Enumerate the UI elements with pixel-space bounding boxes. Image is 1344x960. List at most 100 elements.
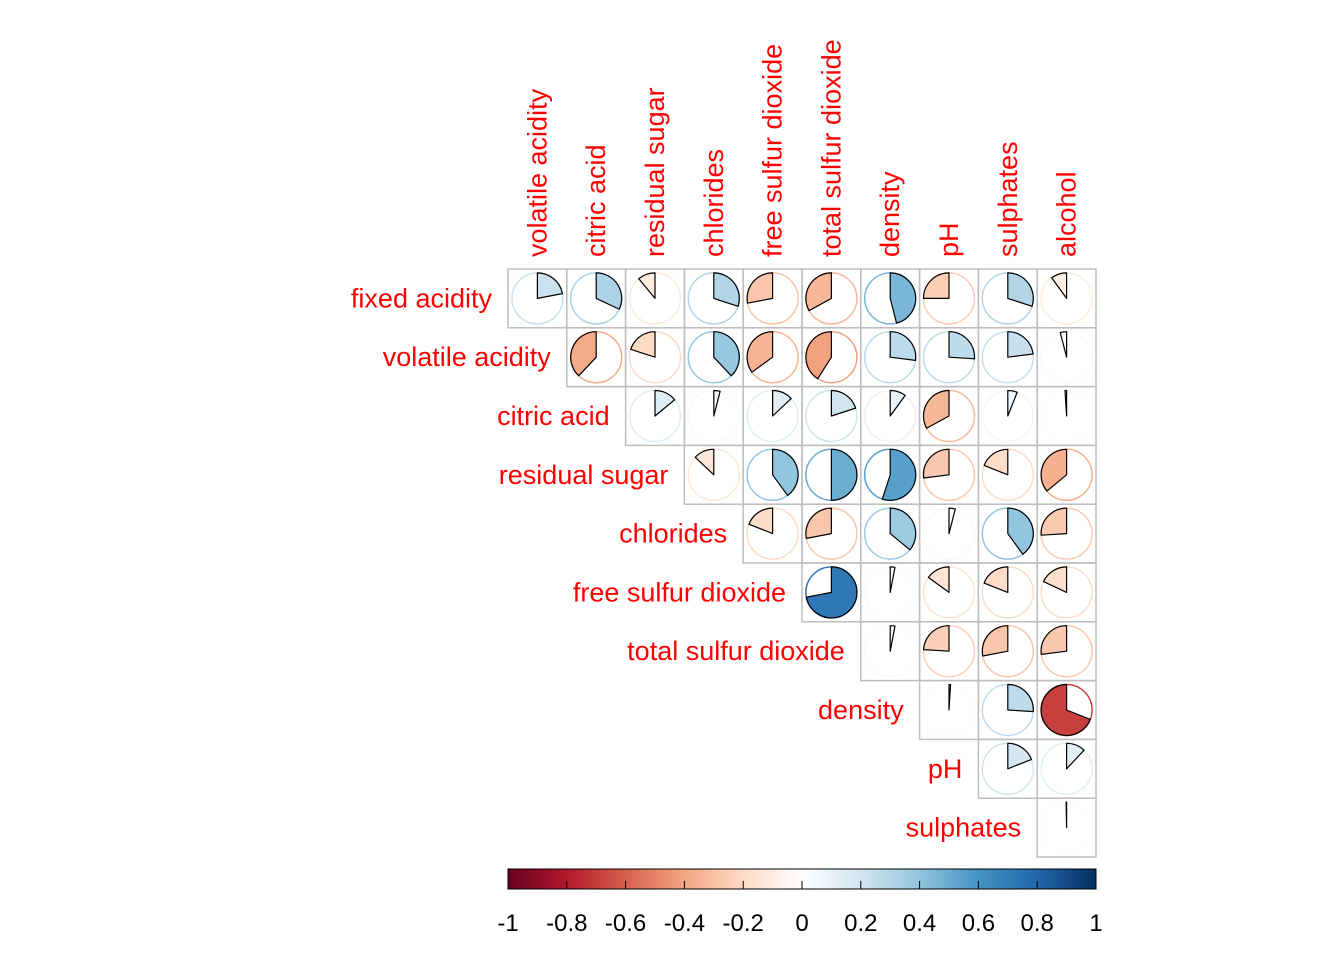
col-label-alcohol: alcohol [1052, 171, 1082, 257]
col-label-volatile-acidity: volatile acidity [522, 88, 552, 257]
color-legend-tick-label: 0.8 [1021, 910, 1054, 937]
column-labels: volatile acidity citric acid residual suga… [522, 39, 1081, 257]
cell-fixed-acidity-vs-density [863, 272, 917, 325]
pie-wedge [1040, 448, 1068, 492]
pie-wedge [772, 448, 799, 497]
row-label-sulphates: sulphates [906, 813, 1022, 843]
cell-density-vs-alcohol [1040, 683, 1093, 737]
cell-chlorides-vs-alcohol [1040, 507, 1093, 560]
pie-wedge [713, 331, 740, 377]
cell-residual-sugar-vs-density [863, 448, 917, 502]
pie-wedge [1007, 389, 1018, 417]
cell-citric-acid-vs-residual-sugar [628, 389, 682, 443]
pie-wedge [595, 272, 623, 310]
cell-volatile-acidity-vs-alcohol [1040, 330, 1093, 384]
cell-citric-acid-vs-free-sulfur-dioxide [746, 389, 799, 443]
pie-wedge [1042, 566, 1068, 593]
row-label-citric-acid: citric acid [497, 401, 610, 431]
pie-wedge [1051, 272, 1068, 299]
pie-wedge [1066, 742, 1085, 770]
cell-citric-acid-vs-ph [922, 389, 976, 443]
pie-wedge [1007, 331, 1034, 358]
cell-citric-acid-vs-alcohol [1040, 389, 1093, 443]
pie-wedge [772, 389, 792, 417]
color-legend: -1 -0.8 -0.6 -0.4 -0.2 0 0.2 0.4 0.6 0.8 1 [497, 868, 1103, 937]
cell-fixed-acidity-vs-volatile-acidity [511, 272, 564, 325]
col-label-citric-acid: citric acid [581, 144, 611, 257]
color-legend-tick-label: 0 [795, 910, 808, 937]
cell-total-sulfur-dioxide-vs-sulphates [981, 624, 1035, 678]
cell-residual-sugar-vs-sulphates [981, 448, 1035, 502]
cell-ph-vs-alcohol [1040, 742, 1093, 796]
cell-free-sulfur-dioxide-vs-alcohol [1040, 566, 1093, 619]
cell-residual-sugar-vs-free-sulfur-dioxide [746, 448, 799, 502]
cell-residual-sugar-vs-total-sulfur-dioxide [805, 448, 858, 502]
row-label-ph: pH [928, 754, 963, 784]
cell-sulphates-vs-alcohol [1040, 801, 1093, 854]
cell-layer [511, 272, 1093, 854]
pie-wedge [922, 448, 950, 479]
cell-density-vs-ph [922, 683, 976, 737]
cell-fixed-acidity-vs-chlorides [687, 272, 741, 325]
row-label-chlorides: chlorides [619, 519, 727, 549]
row-label-residual-sugar: residual sugar [499, 460, 669, 490]
col-label-free-sulfur-dioxide: free sulfur dioxide [758, 44, 788, 257]
row-label-density: density [818, 695, 904, 725]
pie-wedge [889, 331, 917, 361]
color-legend-tick-label: 0.6 [962, 910, 995, 937]
pie-wedge [805, 507, 832, 539]
pie-wedge [630, 331, 656, 358]
pie-wedge [570, 331, 597, 377]
cell-chlorides-vs-total-sulfur-dioxide [805, 507, 858, 560]
cell-free-sulfur-dioxide-vs-ph [922, 566, 976, 619]
row-labels: fixed acidity volatile acidity citric acid… [351, 283, 1021, 842]
cell-citric-acid-vs-density [863, 389, 917, 443]
pie-wedge [694, 448, 715, 476]
color-legend-tick-label: 1 [1089, 910, 1102, 937]
cell-citric-acid-vs-chlorides [687, 389, 741, 443]
pie-wedge [1007, 683, 1034, 713]
cell-total-sulfur-dioxide-vs-alcohol [1040, 624, 1093, 678]
pie-wedge [805, 272, 832, 312]
pie-wedge [922, 389, 950, 429]
pie-wedge [927, 566, 950, 593]
pie-wedge [1007, 742, 1033, 770]
cell-chlorides-vs-ph [922, 507, 976, 560]
cell-total-sulfur-dioxide-vs-density [863, 624, 917, 678]
pie-wedge [889, 566, 896, 593]
pie-wedge [948, 683, 952, 711]
color-legend-tick-label: 0.2 [844, 910, 877, 937]
row-label-volatile-acidity: volatile acidity [383, 342, 552, 372]
pie-wedge [948, 507, 956, 535]
pie-wedge [889, 507, 917, 551]
pie-wedge [922, 625, 950, 652]
cell-residual-sugar-vs-alcohol [1040, 448, 1093, 502]
pie-wedge [746, 272, 774, 304]
cell-chlorides-vs-free-sulfur-dioxide [746, 507, 799, 560]
cell-free-sulfur-dioxide-vs-density [863, 566, 917, 619]
col-label-density: density [875, 171, 905, 257]
cell-fixed-acidity-vs-sulphates [981, 272, 1035, 325]
pie-wedge [889, 389, 906, 417]
cell-density-vs-sulphates [981, 683, 1035, 737]
pie-wedge [1059, 331, 1068, 358]
row-label-free-sulfur-dioxide: free sulfur dioxide [573, 577, 786, 607]
row-label-fixed-acidity: fixed acidity [351, 283, 493, 313]
cell-fixed-acidity-vs-citric-acid [569, 272, 623, 325]
pie-wedge [654, 389, 676, 417]
pie-wedge [922, 272, 950, 299]
cell-volatile-acidity-vs-sulphates [981, 330, 1035, 384]
pie-wedge [805, 331, 832, 380]
pie-wedge [830, 389, 857, 417]
pie-wedge [983, 566, 1009, 593]
pie-wedge [981, 625, 1009, 657]
cell-volatile-acidity-vs-ph [922, 330, 976, 384]
pie-wedge [1040, 683, 1091, 737]
cell-volatile-acidity-vs-total-sulfur-dioxide [805, 330, 858, 384]
pie-wedge [638, 272, 656, 299]
cell-fixed-acidity-vs-ph [922, 272, 976, 325]
cell-ph-vs-sulphates [981, 742, 1035, 796]
color-legend-tick-label: 0.4 [903, 910, 936, 937]
grid-cell-sulphates-vs-alcohol [1036, 797, 1097, 858]
cell-residual-sugar-vs-ph [922, 448, 976, 502]
